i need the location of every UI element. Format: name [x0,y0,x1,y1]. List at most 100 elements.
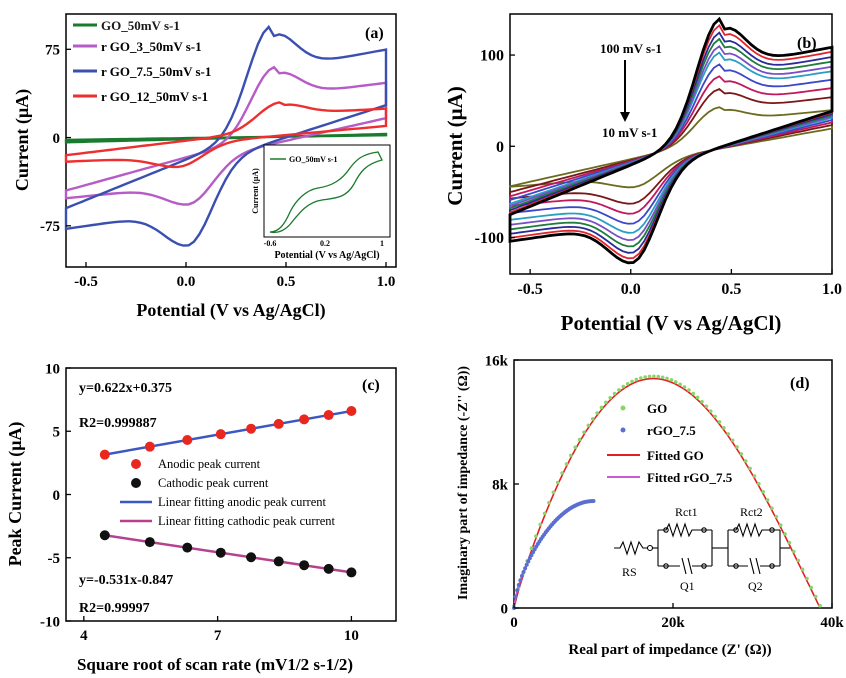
cv-curve-100mv [508,16,834,265]
panel-d-label: (d) [790,375,810,392]
go-point [713,414,717,419]
panel-c-label: (c) [362,377,380,394]
anodic-point [246,423,257,434]
eq-cathodic: y=-0.531x-0.847 [79,573,173,588]
go-point [722,425,726,430]
panel-d-xlabel: Real part of impedance (Z' (Ω)) [568,642,771,658]
arrow-head [620,112,630,122]
go-point [695,395,700,400]
rgo-point [523,566,528,571]
legend-label-fit-anodic: Linear fitting anodic peak current [158,495,327,509]
rgo-point [515,588,520,593]
fit-curve-rgo [513,500,594,609]
circuit-node [701,563,707,569]
panel-b-xlabel: Potential (V vs Ag/AgCl) [561,311,782,335]
go-point [608,395,612,400]
go-point [792,549,796,554]
circuit-resistor-rs-icon [614,540,648,556]
legend-label-go: GO_50mV s-1 [101,18,180,33]
go-point [551,490,556,495]
panel-b-ylabel: Current (μA) [443,86,467,205]
panel-d: 0 20k 40k 0 8k 16k (d) GO rGO_7.5 Fitted GO F… [456,353,844,658]
go-point [582,430,586,435]
inset-xtick-3: 1 [380,239,384,248]
circuit-node [769,527,775,533]
circuit-resistor-rct1-icon [658,522,712,538]
panel-c-ytick-label: -10 [40,614,60,630]
fit-line-cathodic [104,534,352,574]
r2-anodic: R2=0.999887 [79,416,157,431]
panel-b-ytick-label: 0 [496,139,504,156]
cv-curve-20mv [509,87,833,205]
go-point [805,576,809,581]
panel-a-ticks: -0.5 0.0 0.5 1.0 -75 0 75 [40,43,395,290]
cathodic-point [144,537,155,548]
go-point [770,506,774,511]
legend-label-go-eis: GO [647,401,667,416]
panel-b-label: (b) [797,35,817,52]
cathodic-point [246,552,257,563]
anodic-point [99,449,110,460]
panel-d-xtick-label: 20k [661,615,685,631]
panel-c-xtick-label: 7 [214,628,222,644]
legend-label-fit-cathodic: Linear fitting cathodic peak current [158,514,336,528]
legend-label-fit-rgo: Fitted rGO_7.5 [647,470,733,485]
go-point [560,471,564,475]
rgo-point [513,594,518,599]
panel-c-ytick-label: 10 [45,361,60,377]
go-point [669,378,674,382]
legend-marker-go [620,405,626,411]
panel-a-ytick-label: 75 [45,43,60,59]
go-point [730,438,735,443]
go-point [800,567,805,572]
panel-c-ytick-label: -5 [48,551,61,567]
anodic-point [323,410,334,421]
go-point [529,546,534,551]
legend-label-rgo12: r GO_12_50mV s-1 [101,89,208,104]
go-point [700,399,704,404]
cathodic-point [323,563,334,574]
go-point [630,379,634,384]
go-point [595,411,599,415]
anodic-point [273,418,284,429]
go-point [652,374,656,379]
circuit-cpe-q1-plates [681,557,693,575]
go-point [673,380,678,384]
go-point [634,377,639,382]
panel-a-ytick-label: -75 [40,219,60,235]
go-point [796,558,801,563]
panel-b-ticks: -0.5 0.0 0.5 1.0 100 0 -100 [475,48,842,298]
go-point [656,374,661,379]
inset-xtick-1: -0.6 [264,239,277,248]
go-point [735,445,739,449]
circuit-node [663,527,669,533]
rgo-point [519,573,524,578]
panel-b-xtick-label: 1.0 [822,281,842,298]
go-point [538,522,543,527]
panel-d-legend: GO rGO_7.5 Fitted GO Fitted rGO_7.5 [607,401,733,485]
go-point [599,405,604,410]
rgo-point [521,569,526,574]
legend-label-rgo-eis: rGO_7.5 [647,423,696,438]
circuit-node [769,563,775,569]
panel-d-ytick-label: 0 [501,601,509,617]
panel-a-xtick-label: -0.5 [74,274,98,290]
circuit-label-rct1: Rct1 [675,505,698,519]
inset-legend-label: GO_50mV s-1 [289,155,338,164]
circuit-label-rs: RS [622,565,637,579]
panel-b-xtick-label: -0.5 [517,281,542,298]
panel-a-xtick-label: 1.0 [377,274,396,290]
legend-label-rgo75: r GO_7.5_50mV s-1 [101,64,211,79]
go-point [534,534,538,538]
rgo-point [529,553,534,558]
panel-c-ytick-label: 0 [53,488,61,504]
circuit-resistor-rct2-icon [728,522,780,538]
panel-a-xlabel: Potential (V vs Ag/AgCl) [136,300,325,321]
annotation-bottom: 10 mV s-1 [602,125,657,140]
legend-label-rgo3: r GO_3_50mV s-1 [101,39,202,54]
panel-b-xtick-label: 0.0 [621,281,641,298]
cathodic-point [99,530,110,541]
go-point [564,462,569,466]
inset-go-curve [269,151,383,234]
circuit-node [733,527,739,533]
